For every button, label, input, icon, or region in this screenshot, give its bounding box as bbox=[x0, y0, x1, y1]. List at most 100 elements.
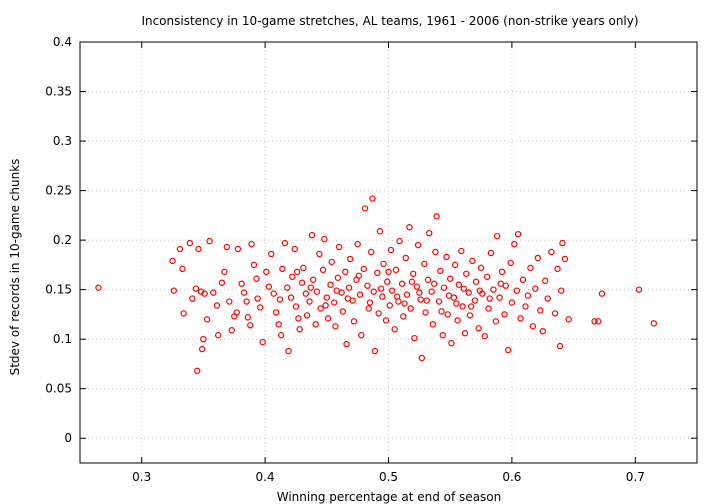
data-point bbox=[298, 279, 306, 286]
data-point bbox=[443, 253, 450, 261]
data-point bbox=[398, 280, 406, 287]
data-point bbox=[291, 245, 298, 253]
data-point bbox=[492, 318, 500, 325]
data-point bbox=[422, 309, 429, 316]
data-point bbox=[312, 321, 319, 328]
data-point bbox=[339, 308, 347, 315]
data-point bbox=[453, 300, 460, 307]
data-point bbox=[426, 229, 433, 237]
data-point bbox=[293, 268, 301, 276]
data-point bbox=[218, 279, 226, 286]
data-point bbox=[273, 309, 280, 316]
data-point bbox=[424, 276, 432, 283]
data-point bbox=[368, 248, 375, 256]
y-tick-label: 0.3 bbox=[53, 134, 72, 148]
data-point bbox=[223, 243, 231, 251]
data-point bbox=[428, 288, 435, 295]
data-point bbox=[287, 294, 295, 301]
data-point bbox=[486, 295, 493, 302]
data-point bbox=[391, 326, 398, 333]
data-point bbox=[559, 239, 566, 247]
data-point bbox=[522, 303, 529, 310]
chart-title: Inconsistency in 10-game stretches, AL t… bbox=[141, 14, 638, 28]
data-point bbox=[316, 250, 323, 258]
data-point bbox=[565, 316, 572, 323]
data-point bbox=[200, 335, 207, 343]
data-point bbox=[284, 284, 291, 291]
data-point bbox=[393, 293, 401, 300]
data-point bbox=[176, 245, 184, 253]
data-point bbox=[170, 287, 177, 294]
data-point bbox=[467, 303, 475, 310]
data-point bbox=[360, 265, 368, 273]
data-point bbox=[248, 240, 255, 248]
data-point bbox=[421, 260, 428, 268]
data-point bbox=[302, 290, 310, 297]
data-point bbox=[317, 305, 324, 312]
y-tick-label: 0.15 bbox=[45, 283, 72, 297]
x-tick-label: 0.7 bbox=[626, 470, 645, 484]
data-point bbox=[534, 254, 542, 262]
data-point bbox=[369, 195, 376, 202]
data-point bbox=[507, 259, 514, 267]
data-point bbox=[413, 283, 421, 290]
data-point bbox=[300, 264, 307, 272]
data-point bbox=[548, 248, 555, 256]
data-point bbox=[435, 298, 443, 305]
data-point bbox=[529, 323, 537, 330]
data-point bbox=[595, 318, 602, 325]
data-point bbox=[385, 268, 392, 276]
data-point bbox=[275, 321, 282, 328]
data-point bbox=[296, 326, 303, 333]
data-point bbox=[234, 245, 242, 253]
data-point bbox=[247, 322, 254, 329]
x-tick-label: 0.3 bbox=[132, 470, 151, 484]
data-point bbox=[333, 287, 340, 294]
data-point bbox=[558, 287, 565, 294]
data-point bbox=[259, 338, 266, 346]
data-point bbox=[430, 280, 438, 287]
data-point bbox=[416, 289, 423, 296]
data-point bbox=[198, 345, 206, 353]
data-point bbox=[276, 296, 284, 303]
data-point bbox=[228, 327, 235, 334]
data-point bbox=[285, 347, 292, 355]
data-point bbox=[384, 278, 391, 285]
data-point bbox=[485, 305, 492, 312]
data-point bbox=[277, 332, 285, 339]
data-point bbox=[481, 333, 488, 340]
data-point bbox=[414, 241, 422, 249]
data-point bbox=[366, 299, 374, 306]
data-point bbox=[439, 332, 446, 339]
data-point bbox=[201, 290, 208, 297]
data-point bbox=[365, 305, 372, 312]
data-point bbox=[358, 332, 365, 339]
data-point bbox=[268, 250, 275, 258]
data-point bbox=[451, 261, 459, 269]
data-point bbox=[454, 317, 461, 324]
data-point bbox=[335, 243, 343, 251]
data-point bbox=[331, 299, 338, 306]
data-point bbox=[447, 275, 454, 282]
data-point bbox=[328, 258, 335, 266]
data-point bbox=[476, 287, 484, 294]
data-point bbox=[561, 255, 569, 263]
data-point bbox=[343, 340, 350, 348]
data-point bbox=[386, 302, 393, 309]
data-point bbox=[377, 285, 385, 292]
data-point bbox=[448, 339, 455, 347]
y-tick-label: 0.2 bbox=[53, 233, 72, 247]
data-point bbox=[243, 298, 250, 305]
data-point bbox=[544, 295, 551, 302]
data-point bbox=[635, 286, 643, 293]
y-tick-label: 0.35 bbox=[45, 85, 72, 99]
data-point bbox=[466, 312, 474, 319]
data-point bbox=[504, 346, 512, 354]
data-point bbox=[195, 245, 202, 253]
data-point bbox=[354, 240, 361, 248]
data-point bbox=[556, 342, 564, 350]
data-point bbox=[355, 272, 363, 279]
data-point bbox=[469, 257, 476, 265]
data-point bbox=[192, 285, 200, 292]
data-point bbox=[438, 308, 445, 315]
